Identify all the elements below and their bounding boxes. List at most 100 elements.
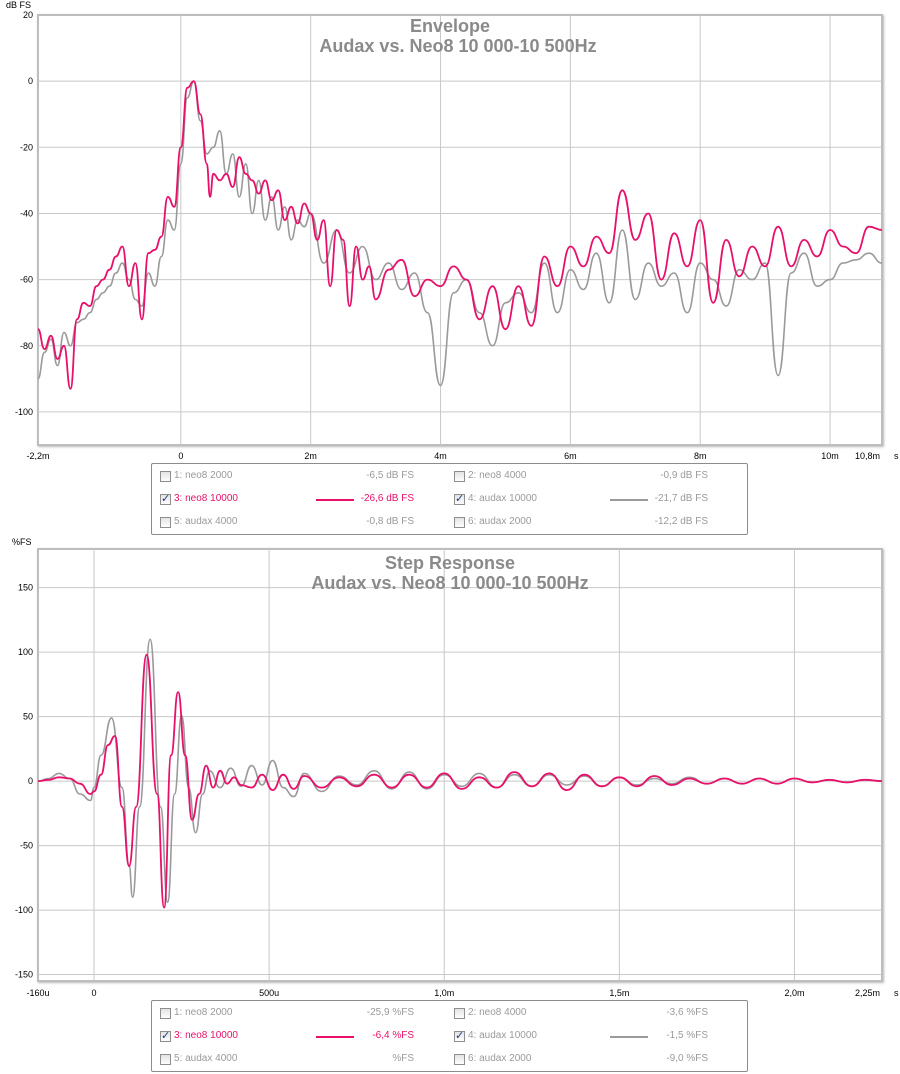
step-x-unit: s — [894, 988, 899, 997]
legend-item[interactable]: 5: audax 4000 %FS — [160, 1049, 442, 1071]
checkbox-checked[interactable] — [160, 1029, 171, 1042]
legend-value: -25,9 %FS — [366, 1007, 414, 1018]
x-tick-label: 500u — [259, 988, 279, 997]
checkbox-unchecked[interactable] — [454, 1008, 465, 1019]
legend-label: 2: neo8 4000 — [468, 470, 527, 481]
legend-value: -6,5 dB FS — [366, 470, 414, 481]
x-tick-label: -160u — [26, 988, 49, 997]
x-tick-label: 10m — [821, 451, 839, 460]
checkbox-checked[interactable] — [160, 492, 171, 505]
checkbox-unchecked[interactable] — [160, 1054, 171, 1065]
legend-item[interactable]: 6: audax 2000 -9,0 %FS — [454, 1049, 736, 1071]
series-line-neo8-10000 — [37, 80, 883, 390]
legend-row: 1: neo8 2000 -25,9 %FS 2: neo8 4000 -3,6 %F… — [152, 1003, 747, 1025]
envelope-chart: dB FS 20 0 -20 -40 -60 -80 -100 -2,2m 0 2m 4m 6m 8m… — [6, 0, 899, 460]
legend-value: -0,9 dB FS — [660, 470, 708, 481]
x-tick-label: 8m — [694, 451, 707, 460]
step-legend: 1: neo8 2000 -25,9 %FS 2: neo8 4000 -3,6 %F… — [151, 1000, 748, 1072]
legend-line-swatch — [316, 499, 354, 501]
envelope-grid — [38, 15, 882, 445]
envelope-y-tick-labels: 20 0 -20 -40 -60 -80 -100 — [15, 10, 33, 417]
checkbox-unchecked[interactable] — [160, 1008, 171, 1019]
legend-label: 2: neo8 4000 — [468, 1007, 527, 1018]
legend-item[interactable]: 5: audax 4000 -0,8 dB FS — [160, 512, 442, 534]
step-y-tick-labels: 150 100 50 0 -50 -100 -150 — [15, 583, 33, 980]
legend-item[interactable]: 3: neo8 10000 -26,6 dB FS — [160, 489, 442, 511]
step-y-unit: %FS — [12, 537, 32, 547]
legend-item[interactable]: 2: neo8 4000 -3,6 %FS — [454, 1003, 736, 1025]
envelope-x-tick-labels: -2,2m 0 2m 4m 6m 8m 10m 10,8m — [26, 451, 880, 460]
checkbox-unchecked[interactable] — [454, 471, 465, 482]
legend-label: 6: audax 2000 — [468, 516, 532, 527]
y-tick-label: -80 — [20, 341, 33, 351]
y-tick-label: -60 — [20, 275, 33, 285]
y-tick-label: -100 — [15, 407, 33, 417]
envelope-x-unit: s — [894, 451, 899, 460]
envelope-series — [37, 80, 883, 390]
legend-label: 1: neo8 2000 — [174, 470, 233, 481]
envelope-plot-frame — [37, 14, 883, 446]
y-tick-label: 0 — [28, 776, 33, 786]
x-tick-label: 0 — [178, 451, 183, 460]
legend-item[interactable]: 4: audax 10000 -21,7 dB FS — [454, 489, 736, 511]
series-line-audax-10000 — [37, 80, 883, 387]
legend-row: 3: neo8 10000 -6,4 %FS 4: audax 10000 -1,5 … — [152, 1026, 747, 1048]
envelope-y-unit: dB FS — [6, 0, 31, 10]
envelope-title: Envelope — [410, 16, 490, 36]
legend-value: -21,7 dB FS — [654, 493, 708, 504]
legend-label: 1: neo8 2000 — [174, 1007, 233, 1018]
y-tick-label: -100 — [15, 905, 33, 915]
legend-row: 5: audax 4000 %FS 6: audax 2000 -9,0 %FS — [152, 1049, 747, 1071]
x-tick-label: 2,25m — [855, 988, 880, 997]
checkbox-checked[interactable] — [454, 492, 465, 505]
x-tick-label: 6m — [564, 451, 577, 460]
y-tick-label: 20 — [23, 10, 33, 20]
y-tick-label: 100 — [18, 647, 33, 657]
legend-value: -1,5 %FS — [666, 1030, 708, 1041]
legend-line-swatch — [610, 499, 648, 501]
step-plot-frame — [37, 548, 883, 982]
legend-value: -0,8 dB FS — [366, 516, 414, 527]
y-tick-label: -20 — [20, 142, 33, 152]
checkbox-unchecked[interactable] — [454, 517, 465, 528]
x-tick-label: 1,5m — [609, 988, 629, 997]
legend-row: 5: audax 4000 -0,8 dB FS 6: audax 2000 -12,… — [152, 512, 747, 534]
legend-label: 5: audax 4000 — [174, 1053, 238, 1064]
legend-label: 3: neo8 10000 — [174, 1030, 238, 1041]
step-response-chart: %FS 150 100 50 0 -50 -100 -150 -160u 0 500u 1,0m 1… — [12, 537, 899, 997]
legend-value: -3,6 %FS — [666, 1007, 708, 1018]
legend-value: -9,0 %FS — [666, 1053, 708, 1064]
y-tick-label: 0 — [28, 76, 33, 86]
checkbox-unchecked[interactable] — [454, 1054, 465, 1065]
x-tick-label: 2,0m — [784, 988, 804, 997]
legend-label: 6: audax 2000 — [468, 1053, 532, 1064]
checkbox-unchecked[interactable] — [160, 471, 171, 482]
y-tick-label: -40 — [20, 208, 33, 218]
step-series — [37, 638, 883, 909]
x-tick-label: -2,2m — [26, 451, 49, 460]
legend-label: 4: audax 10000 — [468, 1030, 537, 1041]
legend-row: 1: neo8 2000 -6,5 dB FS 2: neo8 4000 -0,9 d… — [152, 466, 747, 488]
legend-value: -26,6 dB FS — [360, 493, 414, 504]
envelope-legend: 1: neo8 2000 -6,5 dB FS 2: neo8 4000 -0,9 d… — [151, 463, 748, 535]
legend-item[interactable]: 2: neo8 4000 -0,9 dB FS — [454, 466, 736, 488]
step-title: Step Response — [385, 553, 515, 573]
legend-label: 4: audax 10000 — [468, 493, 537, 504]
checkbox-unchecked[interactable] — [160, 517, 171, 528]
legend-line-swatch — [316, 1036, 354, 1038]
y-tick-label: 150 — [18, 583, 33, 593]
checkbox-checked[interactable] — [454, 1029, 465, 1042]
legend-value: -12,2 dB FS — [654, 516, 708, 527]
legend-item[interactable]: 4: audax 10000 -1,5 %FS — [454, 1026, 736, 1048]
envelope-subtitle: Audax vs. Neo8 10 000-10 500Hz — [319, 36, 596, 56]
x-tick-label: 10,8m — [855, 451, 880, 460]
legend-value: -6,4 %FS — [372, 1030, 414, 1041]
y-tick-label: -150 — [15, 970, 33, 980]
legend-item[interactable]: 6: audax 2000 -12,2 dB FS — [454, 512, 736, 534]
legend-item[interactable]: 3: neo8 10000 -6,4 %FS — [160, 1026, 442, 1048]
legend-item[interactable]: 1: neo8 2000 -6,5 dB FS — [160, 466, 442, 488]
legend-item[interactable]: 1: neo8 2000 -25,9 %FS — [160, 1003, 442, 1025]
legend-value: %FS — [392, 1053, 414, 1064]
x-tick-label: 1,0m — [434, 988, 454, 997]
step-subtitle: Audax vs. Neo8 10 000-10 500Hz — [311, 573, 588, 593]
